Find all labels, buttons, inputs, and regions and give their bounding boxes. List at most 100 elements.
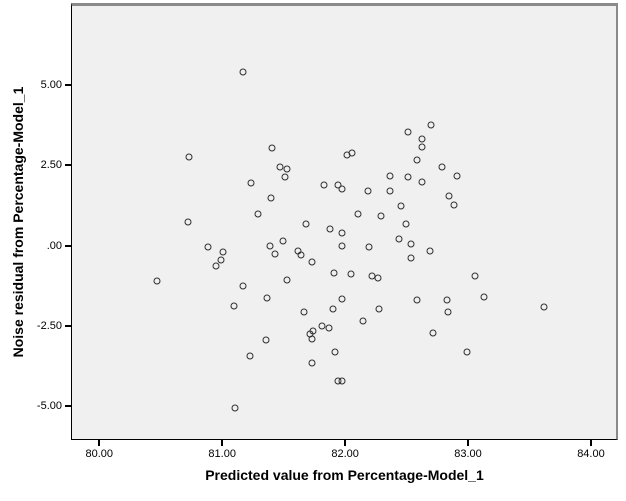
scatter-point: [413, 156, 421, 164]
scatter-point: [375, 305, 383, 313]
plot-area: [71, 3, 618, 440]
scatter-point: [185, 153, 193, 161]
scatter-point: [347, 270, 355, 278]
scatter-point: [326, 225, 334, 233]
scatter-point: [365, 243, 373, 251]
scatter-point: [268, 144, 276, 152]
scatter-point: [276, 163, 284, 171]
x-tick-mark: [98, 440, 101, 446]
scatter-point: [450, 201, 458, 209]
scatter-point: [266, 242, 274, 250]
scatter-point: [217, 256, 225, 264]
scatter-point: [246, 352, 254, 360]
scatter-point: [453, 172, 461, 180]
scatter-point: [463, 348, 471, 356]
scatter-point: [348, 149, 356, 157]
scatter-point: [308, 335, 316, 343]
scatter-point: [239, 68, 247, 76]
scatter-point: [338, 229, 346, 237]
scatter-point: [443, 296, 451, 304]
y-axis-title: Noise residual from Percentage-Model_1: [10, 86, 26, 358]
scatter-point: [338, 242, 346, 250]
scatter-point: [219, 248, 227, 256]
y-tick-label: .00: [46, 239, 62, 252]
scatter-point: [283, 276, 291, 284]
x-tick-label: 84.00: [577, 448, 605, 460]
scatter-point: [308, 258, 316, 266]
y-tick-label: -5.00: [36, 399, 62, 412]
scatter-point: [300, 308, 308, 316]
scatter-point: [325, 324, 333, 332]
scatter-point: [386, 172, 394, 180]
scatter-point: [267, 194, 275, 202]
scatter-point: [302, 220, 310, 228]
scatter-point: [445, 192, 453, 200]
scatter-point: [377, 212, 385, 220]
scatter-point: [438, 163, 446, 171]
scatter-point: [263, 294, 271, 302]
scatter-point: [413, 296, 421, 304]
scatter-point: [318, 322, 326, 330]
x-tick-mark: [221, 440, 224, 446]
scatter-point: [338, 377, 346, 385]
scatter-point: [308, 359, 316, 367]
scatter-point: [359, 317, 367, 325]
scatter-point: [239, 282, 247, 290]
scatter-point: [386, 187, 394, 195]
scatter-point: [338, 295, 346, 303]
y-tick-mark: [65, 324, 71, 327]
scatter-point: [404, 173, 412, 181]
scatter-point: [330, 269, 338, 277]
scatter-point: [320, 181, 328, 189]
scatter-point: [329, 305, 337, 313]
scatter-point: [254, 210, 262, 218]
scatter-point: [153, 277, 161, 285]
scatter-point: [418, 135, 426, 143]
scatter-point: [444, 308, 452, 316]
y-tick-label: 5.00: [40, 79, 62, 92]
scatter-point: [354, 210, 362, 218]
scatter-point: [212, 262, 220, 270]
scatter-point: [297, 251, 305, 259]
x-tick-label: 81.00: [208, 448, 236, 460]
x-tick-label: 82.00: [331, 448, 359, 460]
scatter-point: [262, 336, 270, 344]
scatter-point: [338, 185, 346, 193]
x-tick-mark: [344, 440, 347, 446]
scatter-point: [204, 243, 212, 251]
scatter-point: [374, 274, 382, 282]
y-tick-label: -2.50: [36, 319, 62, 332]
scatter-point: [418, 178, 426, 186]
scatter-point: [283, 165, 291, 173]
x-tick-label: 80.00: [85, 448, 114, 460]
scatter-point: [407, 254, 415, 262]
scatter-point: [540, 303, 548, 311]
scatter-point: [404, 128, 412, 136]
scatter-point: [397, 202, 405, 210]
y-tick-mark: [65, 404, 71, 407]
scatter-point: [429, 329, 437, 337]
x-tick-mark: [467, 440, 470, 446]
scatter-point: [480, 293, 488, 301]
scatter-point: [471, 272, 479, 280]
scatter-point: [331, 348, 339, 356]
scatter-point: [427, 121, 435, 129]
scatter-point: [402, 220, 410, 228]
scatter-point: [247, 179, 255, 187]
x-tick-mark: [589, 440, 592, 446]
scatter-point: [395, 235, 403, 243]
scatter-point: [231, 404, 239, 412]
scatter-point: [364, 187, 372, 195]
scatter-point: [426, 247, 434, 255]
scatter-point: [279, 237, 287, 245]
scatter-point: [407, 240, 415, 248]
scatter-point: [230, 302, 238, 310]
scatter-point: [418, 143, 426, 151]
x-axis-title: Predicted value from Percentage-Model_1: [205, 467, 484, 483]
x-tick-label: 83.00: [454, 448, 482, 460]
y-tick-mark: [65, 164, 71, 167]
y-tick-mark: [65, 84, 71, 87]
y-tick-mark: [65, 244, 71, 247]
scatter-point: [271, 250, 279, 258]
